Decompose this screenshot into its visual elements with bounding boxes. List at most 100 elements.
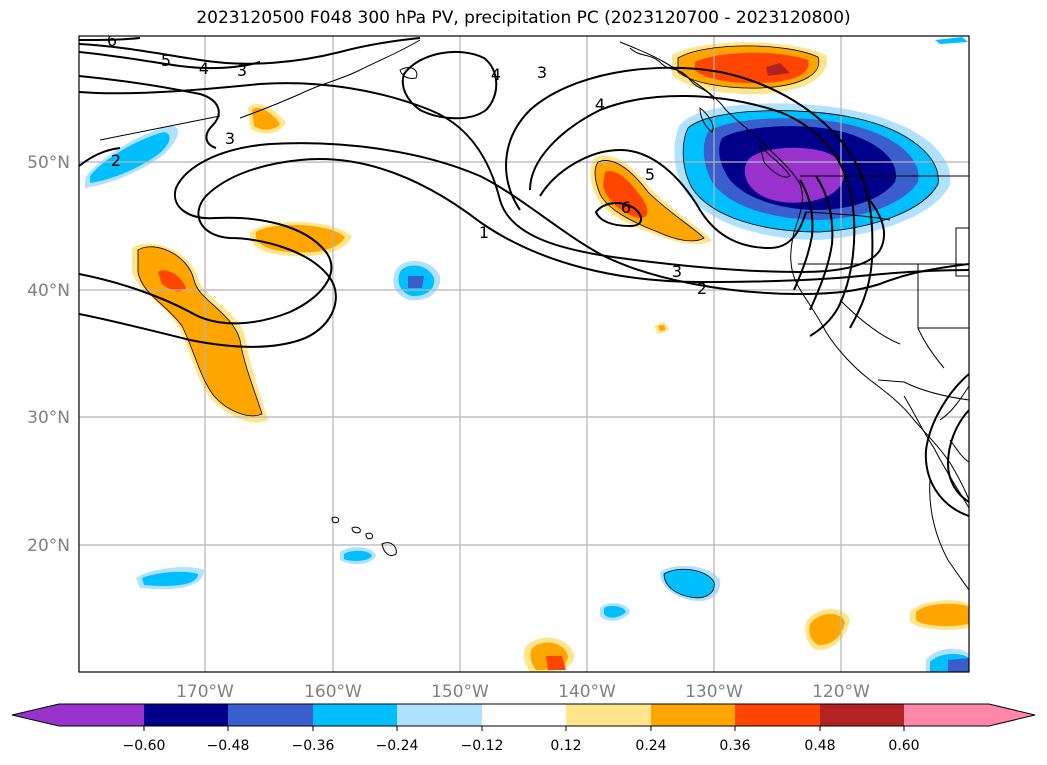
negative-anomaly-central-core bbox=[408, 276, 424, 288]
pv-contour-se-1 bbox=[924, 373, 969, 517]
colorbar-label-4: −0.24 bbox=[376, 738, 419, 754]
contour-label-4-alaska: 4 bbox=[199, 59, 209, 78]
contour-label-6-alaska: 6 bbox=[107, 31, 117, 50]
pv-contour-2 bbox=[79, 142, 969, 325]
border-state-diagonal bbox=[839, 299, 901, 345]
lon-label-140w: 140°W bbox=[558, 682, 616, 702]
colorbar-segment-8 bbox=[651, 704, 735, 726]
colorbar-segment-4 bbox=[313, 704, 397, 726]
lon-label-150w: 150°W bbox=[431, 682, 489, 702]
plot-frame bbox=[78, 35, 970, 673]
colorbar-label-8: 0.36 bbox=[719, 738, 750, 754]
contour-label-3-east: 3 bbox=[672, 262, 682, 281]
colorbar-label-2: −0.48 bbox=[207, 738, 250, 754]
colorbar-extend-right bbox=[989, 704, 1035, 726]
colorbar-label-5: −0.12 bbox=[461, 738, 504, 754]
pv-contour-6 bbox=[594, 202, 642, 228]
colorbar-segment-3 bbox=[228, 704, 313, 726]
lon-label-120w: 120°W bbox=[812, 682, 870, 702]
latitude-labels: 50°N 40°N 30°N 20°N bbox=[27, 153, 70, 556]
contour-label-3-alaska: 3 bbox=[237, 61, 247, 80]
longitude-labels: 170°W 160°W 150°W 140°W 130°W 120°W bbox=[176, 682, 870, 702]
pv-contour-5 bbox=[539, 148, 807, 250]
outline-positive-western-band bbox=[137, 246, 263, 417]
pv-contour-alaska-6 bbox=[79, 37, 141, 41]
contour-label-6-east: 6 bbox=[621, 198, 631, 217]
colorbar-segment-7 bbox=[566, 704, 651, 726]
contour-label-2-east: 2 bbox=[697, 279, 707, 298]
colorbar-segment-11 bbox=[904, 704, 989, 726]
coastline-alaska-peninsula bbox=[239, 39, 421, 119]
pv-contours bbox=[79, 37, 969, 517]
contour-label-3-aleutians: 3 bbox=[225, 129, 235, 148]
contour-label-4-central: 4 bbox=[491, 65, 501, 84]
colorbar-ticks bbox=[143, 726, 905, 731]
colorbar-label-1: −0.60 bbox=[123, 738, 166, 754]
pv-contour-alaska-5 bbox=[79, 51, 261, 70]
negative-anomaly-west-tropics-inner bbox=[142, 571, 198, 586]
colorbar-outline bbox=[11, 703, 1036, 727]
contour-label-5-east: 5 bbox=[645, 165, 655, 184]
colorbar-label-6: 0.12 bbox=[550, 738, 581, 754]
pv-contour-3 bbox=[79, 82, 885, 274]
coastline-aleutians bbox=[99, 115, 221, 141]
plot-area: 6 5 4 3 3 2 1 4 3 4 5 6 3 2 bbox=[79, 31, 969, 672]
coastline-haida-gwaii bbox=[699, 106, 714, 133]
pv-contour-4 bbox=[529, 95, 856, 337]
lon-label-170w: 170°W bbox=[176, 682, 234, 702]
outline-positive-bc-coast bbox=[677, 45, 820, 89]
border-idaho bbox=[955, 227, 969, 277]
colorbar-tick-labels: −0.60 −0.48 −0.36 −0.24 −0.12 0.12 0.24 … bbox=[123, 738, 920, 754]
coastline-bc-islands bbox=[629, 47, 715, 101]
colorbar: −0.60 −0.48 −0.36 −0.24 −0.12 0.12 0.24 … bbox=[11, 703, 1036, 754]
positive-anomaly-small-north-inner bbox=[252, 107, 280, 130]
gridlines bbox=[79, 36, 969, 672]
outline-positive-east-pacific bbox=[594, 160, 705, 242]
negative-anomaly-alaska bbox=[935, 37, 968, 44]
positive-anomaly-se-1-inner bbox=[809, 614, 845, 646]
contour-label-1: 1 bbox=[479, 223, 489, 242]
colorbar-segment-2 bbox=[144, 704, 228, 726]
colorbar-label-9: 0.48 bbox=[804, 738, 835, 754]
colorbar-label-10: 0.60 bbox=[888, 738, 919, 754]
negative-anomaly-east-tropics-inner bbox=[664, 569, 715, 598]
coastline-north-america bbox=[619, 41, 969, 501]
positive-anomaly-small-east-inner bbox=[658, 325, 666, 331]
contour-label-3-central: 3 bbox=[537, 63, 547, 82]
contour-label-group: 6 5 4 3 3 2 1 4 3 4 5 6 3 2 bbox=[107, 31, 707, 298]
pv-contour-trough-2 bbox=[809, 175, 834, 311]
positive-anomaly-east-pacific-core bbox=[603, 171, 648, 218]
colorbar-extend-left bbox=[12, 704, 59, 726]
contour-label-2-west: 2 bbox=[111, 151, 121, 170]
lat-label-20n: 20°N bbox=[27, 536, 70, 556]
pv-contour-alaska-4 bbox=[79, 37, 421, 65]
negative-anomaly-hawaii-inner bbox=[344, 550, 372, 561]
positive-anomaly-bc-coast-peak bbox=[766, 63, 790, 76]
lon-label-130w: 130°W bbox=[685, 682, 743, 702]
border-nevada-diagonal bbox=[917, 327, 945, 369]
coastline-baja bbox=[903, 395, 969, 509]
positive-anomaly-western-band-core bbox=[158, 270, 186, 292]
contour-label-4-east: 4 bbox=[595, 95, 605, 114]
positive-anomaly-bc-coast-core bbox=[695, 52, 809, 84]
coastline-vancouver-island bbox=[759, 144, 791, 178]
pv-contour-se-2 bbox=[946, 409, 969, 503]
colorbar-label-3: −0.36 bbox=[292, 738, 335, 754]
colorbar-segment-9 bbox=[735, 704, 820, 726]
coastline-kauai bbox=[331, 516, 339, 524]
pv-contour-3-bc bbox=[505, 66, 874, 329]
coastline-maui bbox=[365, 532, 373, 540]
negative-anomaly-northwest-inner bbox=[90, 132, 170, 183]
coastlines bbox=[99, 39, 969, 591]
lat-label-40n: 40°N bbox=[27, 281, 70, 301]
colorbar-segment-5 bbox=[397, 704, 482, 726]
pv-contour-alaska-2 bbox=[79, 147, 121, 167]
coastline-big-island bbox=[381, 542, 397, 557]
map-title: 2023120500 F048 300 hPa PV, precipitatio… bbox=[196, 8, 851, 28]
pv-contour-1 bbox=[79, 158, 969, 348]
positive-anomaly-south-core bbox=[546, 656, 566, 670]
coastline-mexico bbox=[929, 479, 969, 591]
contour-label-5-alaska: 5 bbox=[161, 51, 171, 70]
coastline-oahu bbox=[351, 526, 361, 534]
